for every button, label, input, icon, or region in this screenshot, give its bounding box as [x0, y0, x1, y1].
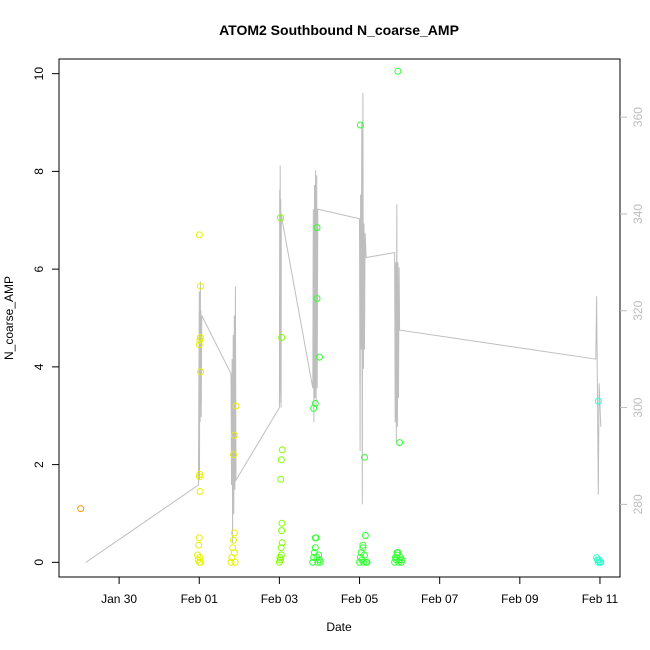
data-point — [398, 556, 406, 564]
data-point — [196, 470, 204, 478]
y-tick-label: 0 — [32, 559, 46, 566]
y2-tick-label: 360 — [631, 107, 645, 127]
data-point — [316, 353, 323, 361]
data-point — [197, 368, 205, 376]
data-point — [594, 397, 602, 405]
data-point — [196, 558, 204, 566]
y-tick-label: 8 — [32, 168, 46, 175]
data-point — [197, 282, 204, 290]
data-point — [195, 534, 203, 542]
data-point — [313, 224, 321, 232]
x-tick-label: Feb 09 — [501, 592, 539, 606]
data-point — [195, 231, 203, 239]
x-tick-label: Feb 11 — [582, 592, 619, 606]
data-point — [313, 295, 321, 302]
data-point — [315, 551, 323, 559]
x-tick-label: Feb 05 — [341, 592, 379, 606]
data-point — [361, 532, 369, 539]
y-tick-label: 4 — [32, 363, 46, 370]
data-point — [196, 334, 204, 341]
data-point — [311, 544, 319, 552]
data-point — [196, 488, 204, 495]
data-point — [360, 558, 368, 566]
y2-tick-label: 320 — [631, 300, 645, 320]
data-point — [278, 446, 286, 454]
data-point — [232, 402, 240, 410]
y2-tick-label: 340 — [631, 204, 645, 224]
x-tick-label: Feb 03 — [261, 592, 299, 606]
data-point — [316, 558, 324, 566]
data-point — [196, 554, 204, 561]
data-point — [277, 214, 284, 222]
data-point — [278, 539, 286, 547]
data-point — [363, 558, 371, 566]
data-point — [278, 519, 286, 527]
points-layer — [77, 67, 605, 566]
data-point — [361, 453, 368, 461]
data-point — [195, 341, 203, 349]
data-point — [227, 558, 235, 566]
data-point — [277, 556, 284, 564]
data-point — [278, 334, 286, 341]
data-point — [311, 400, 319, 407]
secondary-series-line — [85, 92, 602, 563]
data-point — [230, 536, 237, 544]
data-point — [277, 544, 285, 552]
data-point — [195, 541, 203, 549]
data-point — [278, 527, 286, 535]
data-point — [309, 558, 317, 566]
data-point — [356, 121, 364, 129]
data-point — [359, 544, 367, 552]
data-point — [277, 551, 285, 559]
y-tick-label: 10 — [32, 67, 46, 81]
x-tick-label: Feb 07 — [421, 592, 459, 606]
x-tick-label: Jan 30 — [101, 592, 137, 606]
data-point — [231, 558, 239, 566]
x-axis-label: Date — [326, 620, 352, 634]
data-point — [310, 404, 318, 412]
plot-box — [58, 58, 621, 578]
data-point — [277, 475, 285, 483]
data-point — [230, 529, 238, 537]
y2-tick-label: 300 — [631, 397, 645, 417]
y2-tick-label: 280 — [631, 494, 645, 514]
data-point — [396, 439, 404, 447]
chart-title: ATOM2 Southbound N_coarse_AMP — [219, 22, 459, 38]
data-point — [229, 544, 237, 552]
data-point — [77, 505, 85, 513]
data-point — [230, 549, 238, 557]
y-tick-label: 2 — [32, 461, 46, 468]
x-tick-label: Feb 01 — [181, 592, 219, 606]
y-axis-label: N_coarse_AMP — [2, 276, 16, 360]
secondary-line-layer — [85, 92, 602, 563]
data-point — [277, 456, 285, 464]
y-tick-label: 6 — [32, 265, 46, 272]
data-point — [361, 551, 368, 559]
data-point — [195, 473, 203, 481]
data-point — [597, 558, 605, 566]
data-point — [311, 534, 319, 542]
data-point — [230, 451, 237, 459]
axes-layer: Jan 30 Feb 01 Feb 03 Feb 05 Feb 07 Feb 09 Feb … — [32, 67, 645, 606]
data-point — [394, 67, 402, 75]
data-point — [359, 541, 367, 549]
data-point — [393, 549, 401, 557]
data-point — [230, 431, 238, 439]
